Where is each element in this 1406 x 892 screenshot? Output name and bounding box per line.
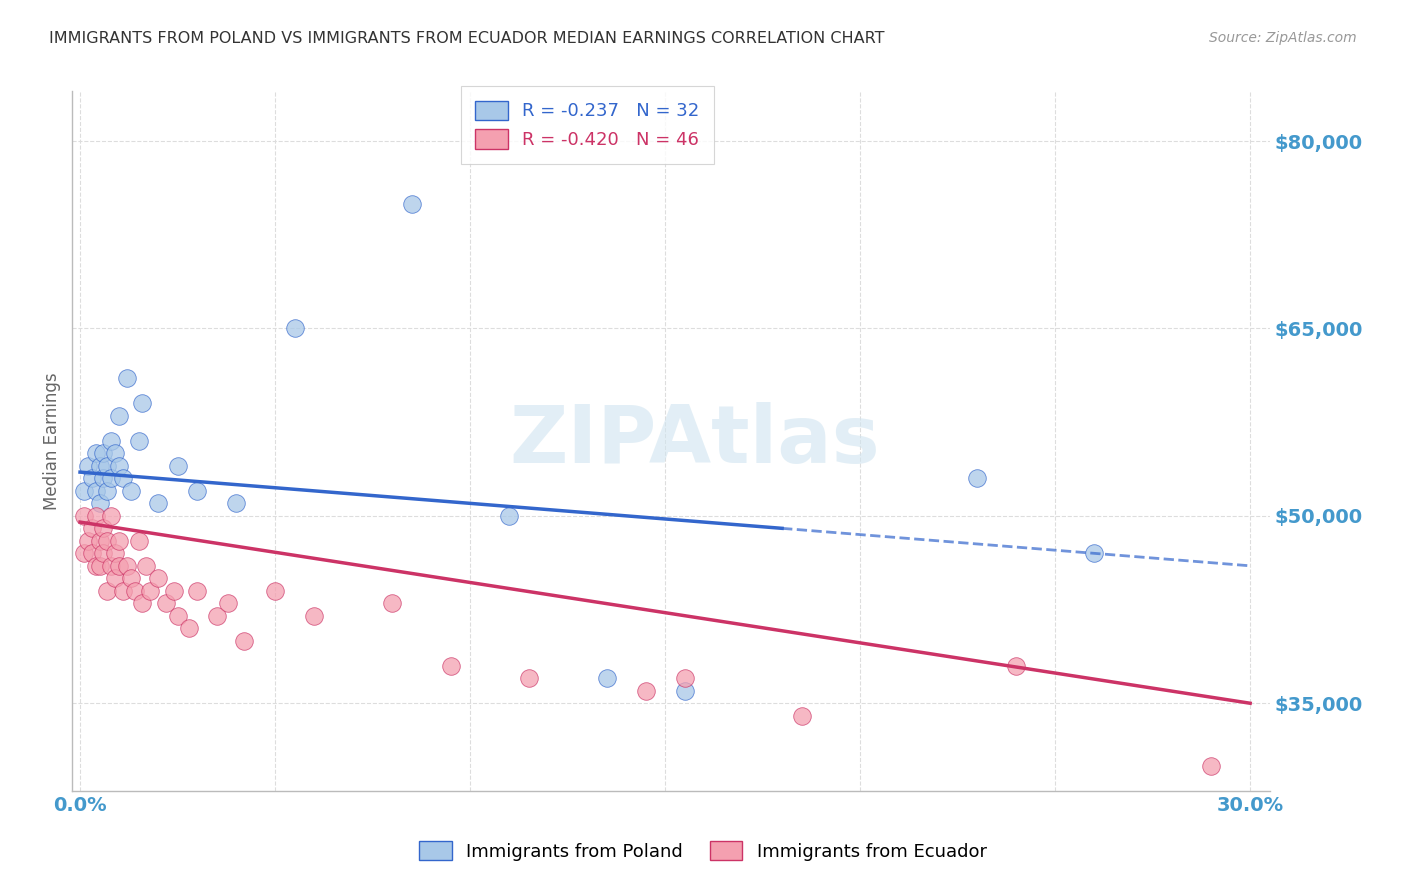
Point xyxy=(232,633,254,648)
Point xyxy=(80,521,103,535)
Point xyxy=(100,471,122,485)
Point xyxy=(264,583,287,598)
Point xyxy=(104,446,127,460)
Point xyxy=(76,533,98,548)
Point xyxy=(166,458,188,473)
Point xyxy=(302,608,325,623)
Point xyxy=(381,596,404,610)
Point xyxy=(1083,546,1105,560)
Point xyxy=(439,658,461,673)
Point xyxy=(84,558,107,573)
Point xyxy=(100,434,122,448)
Point xyxy=(217,596,239,610)
Point xyxy=(120,571,142,585)
Point xyxy=(673,671,696,685)
Point xyxy=(131,396,153,410)
Text: IMMIGRANTS FROM POLAND VS IMMIGRANTS FROM ECUADOR MEDIAN EARNINGS CORRELATION CH: IMMIGRANTS FROM POLAND VS IMMIGRANTS FRO… xyxy=(49,31,884,46)
Point xyxy=(146,571,169,585)
Point xyxy=(115,371,138,385)
Point xyxy=(1005,658,1028,673)
Point xyxy=(80,471,103,485)
Point xyxy=(120,483,142,498)
Point xyxy=(966,471,988,485)
Point xyxy=(93,546,115,560)
Y-axis label: Median Earnings: Median Earnings xyxy=(44,372,60,509)
Point xyxy=(100,558,122,573)
Point xyxy=(225,496,247,510)
Point xyxy=(73,546,96,560)
Point xyxy=(146,496,169,510)
Point xyxy=(76,458,98,473)
Point xyxy=(498,508,520,523)
Text: Source: ZipAtlas.com: Source: ZipAtlas.com xyxy=(1209,31,1357,45)
Point xyxy=(93,471,115,485)
Point xyxy=(96,458,118,473)
Point xyxy=(80,546,103,560)
Point xyxy=(93,446,115,460)
Point xyxy=(84,508,107,523)
Point xyxy=(96,583,118,598)
Point xyxy=(131,596,153,610)
Point xyxy=(73,483,96,498)
Point xyxy=(1199,758,1222,772)
Point xyxy=(104,546,127,560)
Point xyxy=(93,521,115,535)
Point xyxy=(108,458,131,473)
Point xyxy=(634,683,657,698)
Point xyxy=(89,533,111,548)
Point xyxy=(96,483,118,498)
Point xyxy=(108,533,131,548)
Point xyxy=(128,533,150,548)
Point xyxy=(673,683,696,698)
Point xyxy=(595,671,617,685)
Point xyxy=(790,708,813,723)
Point xyxy=(139,583,162,598)
Point xyxy=(205,608,228,623)
Point xyxy=(96,533,118,548)
Point xyxy=(115,558,138,573)
Point xyxy=(124,583,146,598)
Text: ZIPAtlas: ZIPAtlas xyxy=(509,402,880,480)
Point xyxy=(135,558,157,573)
Point xyxy=(186,483,208,498)
Point xyxy=(186,583,208,598)
Point xyxy=(104,571,127,585)
Point xyxy=(162,583,184,598)
Point xyxy=(401,196,423,211)
Point xyxy=(128,434,150,448)
Point xyxy=(155,596,177,610)
Point xyxy=(166,608,188,623)
Point xyxy=(179,621,201,635)
Point xyxy=(84,446,107,460)
Point xyxy=(517,671,540,685)
Point xyxy=(283,321,305,335)
Point xyxy=(89,458,111,473)
Legend: R = -0.237   N = 32, R = -0.420   N = 46: R = -0.237 N = 32, R = -0.420 N = 46 xyxy=(461,87,714,164)
Legend: Immigrants from Poland, Immigrants from Ecuador: Immigrants from Poland, Immigrants from … xyxy=(411,831,995,870)
Point xyxy=(100,508,122,523)
Point xyxy=(89,496,111,510)
Point xyxy=(108,409,131,423)
Point xyxy=(111,471,134,485)
Point xyxy=(84,483,107,498)
Point xyxy=(111,583,134,598)
Point xyxy=(73,508,96,523)
Point xyxy=(89,558,111,573)
Point xyxy=(108,558,131,573)
